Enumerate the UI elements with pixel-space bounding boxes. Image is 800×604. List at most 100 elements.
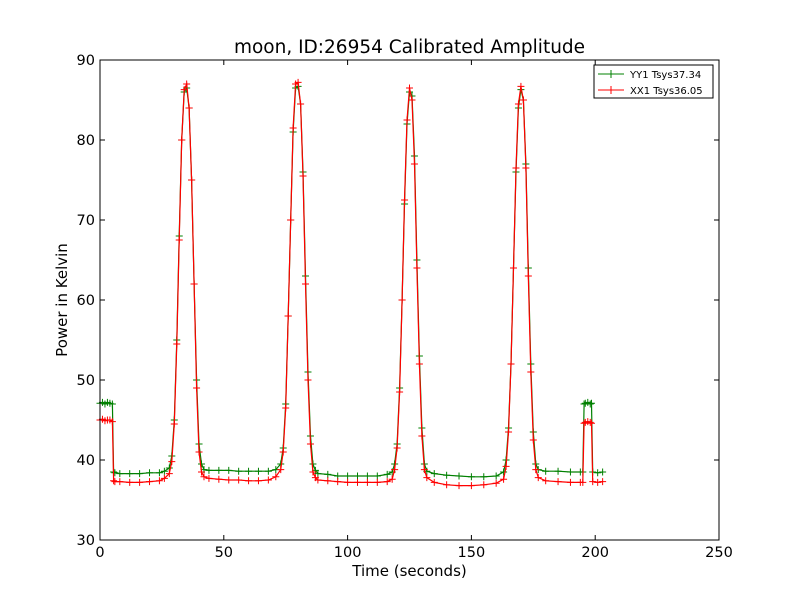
data-point-1	[480, 481, 488, 489]
data-point-1	[195, 448, 203, 456]
data-point-1	[225, 476, 233, 484]
data-point-0	[155, 469, 163, 477]
data-point-1	[594, 478, 602, 486]
data-point-1	[282, 404, 290, 412]
y-tick-label: 60	[77, 293, 95, 309]
data-point-0	[254, 467, 262, 475]
data-point-1	[514, 100, 522, 108]
chart-title: moon, ID:26954 Calibrated Amplitude	[234, 37, 585, 58]
data-point-1	[354, 478, 362, 486]
data-point-0	[344, 472, 352, 480]
x-tick-label: 100	[334, 545, 362, 561]
data-point-1	[299, 172, 307, 180]
data-point-1	[180, 86, 188, 94]
data-point-1	[245, 477, 253, 485]
data-point-1	[373, 478, 381, 486]
x-tick-label: 50	[215, 545, 233, 561]
data-point-1	[297, 100, 305, 108]
data-point-1	[215, 475, 223, 483]
legend-box	[593, 64, 714, 99]
data-point-1	[467, 482, 475, 490]
legend-label-yy1: YY1 Tsys37.34	[629, 70, 701, 81]
series-layer	[96, 78, 607, 490]
data-point-1	[406, 84, 413, 92]
data-point-1	[500, 475, 508, 483]
data-point-1	[306, 440, 314, 448]
data-point-1	[418, 432, 426, 440]
y-axis-label: Power in Kelvin	[53, 243, 71, 357]
data-point-1	[304, 376, 312, 384]
data-point-0	[467, 473, 475, 481]
data-point-1	[517, 82, 525, 90]
data-point-1	[110, 477, 118, 485]
data-point-1	[524, 272, 532, 280]
data-point-0	[198, 460, 206, 468]
data-point-1	[423, 474, 431, 482]
data-point-1	[589, 478, 597, 486]
data-point-1	[205, 474, 213, 482]
data-point-1	[492, 479, 500, 487]
data-point-1	[408, 96, 416, 104]
data-point-0	[111, 469, 119, 477]
data-point-0	[264, 467, 272, 475]
data-point-1	[272, 473, 280, 481]
data-point-0	[566, 468, 574, 476]
x-tick-label: 250	[705, 545, 733, 561]
data-point-1	[155, 477, 163, 485]
data-point-0	[146, 469, 154, 477]
data-point-0	[136, 470, 144, 478]
data-point-0	[363, 472, 371, 480]
x-tick-label: 200	[581, 545, 609, 561]
data-point-1	[193, 384, 201, 392]
data-point-0	[586, 400, 594, 408]
y-tick-label: 50	[77, 373, 95, 389]
data-point-1	[254, 477, 262, 485]
data-point-0	[580, 400, 588, 408]
y-tick-label: 90	[77, 53, 95, 69]
data-point-1	[314, 476, 322, 484]
data-point-0	[430, 470, 438, 478]
data-point-1	[324, 477, 332, 485]
data-point-0	[354, 472, 362, 480]
data-point-0	[594, 469, 602, 477]
data-point-1	[413, 264, 421, 272]
data-point-1	[580, 419, 588, 427]
data-point-0	[116, 470, 124, 478]
data-point-1	[430, 478, 438, 486]
data-point-1	[190, 280, 198, 288]
data-point-1	[168, 458, 176, 466]
data-point-1	[401, 196, 409, 204]
data-point-1	[420, 466, 428, 474]
data-point-1	[455, 482, 463, 490]
data-point-1	[302, 280, 310, 288]
data-point-0	[443, 471, 451, 479]
data-point-1	[279, 448, 287, 456]
legend-marker-xx1	[607, 86, 615, 94]
data-point-1	[410, 160, 418, 168]
data-point-1	[165, 470, 173, 478]
data-point-1	[284, 312, 292, 320]
data-point-1	[363, 478, 371, 486]
data-point-1	[344, 478, 352, 486]
data-point-1	[542, 477, 550, 485]
data-point-1	[175, 236, 183, 244]
tick-layer: 0 50 100 150 200 250 30 40 50 60 70 80 90	[77, 53, 733, 561]
data-point-1	[532, 466, 540, 474]
data-point-1	[289, 124, 297, 132]
data-point-1	[398, 296, 406, 304]
data-point-0	[554, 467, 562, 475]
data-point-1	[178, 136, 186, 144]
data-point-1	[522, 164, 530, 172]
data-point-1	[108, 418, 116, 426]
y-tick-label: 70	[77, 213, 95, 229]
data-point-0	[500, 468, 508, 476]
data-point-1	[388, 475, 396, 483]
data-point-1	[403, 116, 411, 124]
data-point-0	[383, 470, 391, 478]
data-point-0	[108, 400, 116, 408]
legend-marker-yy1	[607, 70, 615, 78]
data-point-0	[480, 473, 488, 481]
data-point-0	[235, 467, 243, 475]
data-point-1	[185, 104, 193, 112]
